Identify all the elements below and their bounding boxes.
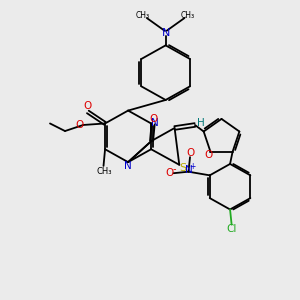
Text: -: - (172, 164, 176, 174)
Text: N: N (184, 166, 192, 176)
Text: O: O (186, 148, 194, 158)
Text: S: S (179, 163, 186, 173)
Text: N: N (151, 118, 159, 128)
Text: +: + (189, 162, 195, 171)
Text: N: N (161, 28, 170, 38)
Text: H: H (197, 118, 205, 128)
Text: O: O (205, 151, 213, 160)
Text: O: O (83, 101, 92, 112)
Text: O: O (75, 120, 83, 130)
Text: CH₃: CH₃ (96, 167, 112, 176)
Text: CH₃: CH₃ (181, 11, 195, 20)
Text: CH₃: CH₃ (136, 11, 150, 20)
Text: Cl: Cl (226, 224, 237, 234)
Text: O: O (149, 114, 157, 124)
Text: N: N (124, 161, 132, 171)
Text: O: O (166, 168, 174, 178)
